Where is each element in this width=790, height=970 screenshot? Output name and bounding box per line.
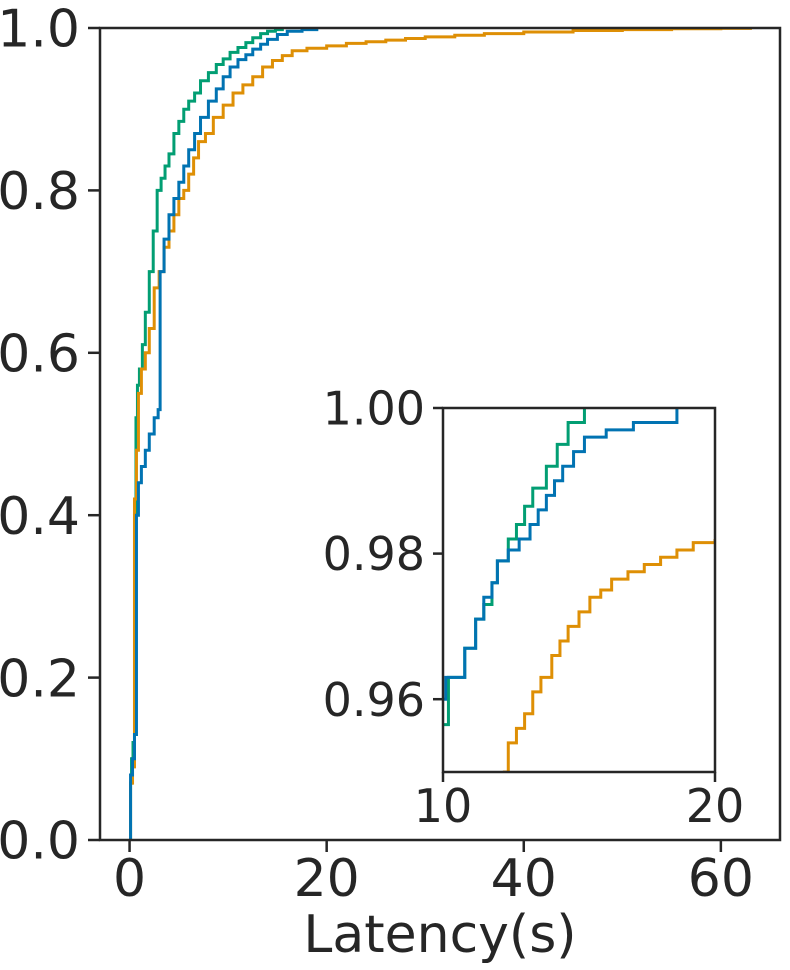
main-y-tick-label: 0.8 — [0, 162, 80, 222]
main-x-tick-label: 60 — [688, 849, 754, 909]
inset-frame — [441, 406, 717, 774]
inset-series-line-1 — [502, 539, 715, 772]
inset-series-group — [443, 408, 715, 772]
main-series-line-1 — [129, 28, 752, 840]
main-series-group — [129, 28, 752, 840]
inset-y-tick-label: 0.98 — [323, 527, 425, 581]
main-y-tick-label: 0.6 — [0, 325, 80, 385]
main-y-tick-label: 0.2 — [0, 649, 80, 709]
main-y-tick-label: 1.0 — [0, 0, 80, 60]
inset-plot: 10 20 0.96 0.98 1.00 — [323, 382, 745, 833]
main-x-tick-label: 20 — [294, 849, 360, 909]
inset-background — [443, 408, 715, 772]
inset-x-tick-label: 10 — [414, 779, 473, 833]
main-x-tick-label: 0 — [113, 849, 146, 909]
inset-y-tick-label: 0.96 — [323, 673, 425, 727]
inset-series-line-2 — [443, 408, 679, 701]
main-y-tick-label: 0.4 — [0, 487, 80, 547]
main-x-tick-label: 40 — [491, 849, 557, 909]
inset-y-tick-label: 1.00 — [323, 382, 425, 436]
x-axis-label: Latency(s) — [303, 905, 576, 965]
inset-x-tick-label: 20 — [686, 779, 745, 833]
main-series-line-2 — [129, 28, 319, 840]
main-plot: 0 20 40 60 0.0 0.2 0.4 0.6 0.8 1.0 — [0, 0, 782, 909]
main-frame — [98, 26, 782, 842]
main-y-tick-label: 0.0 — [0, 812, 80, 872]
